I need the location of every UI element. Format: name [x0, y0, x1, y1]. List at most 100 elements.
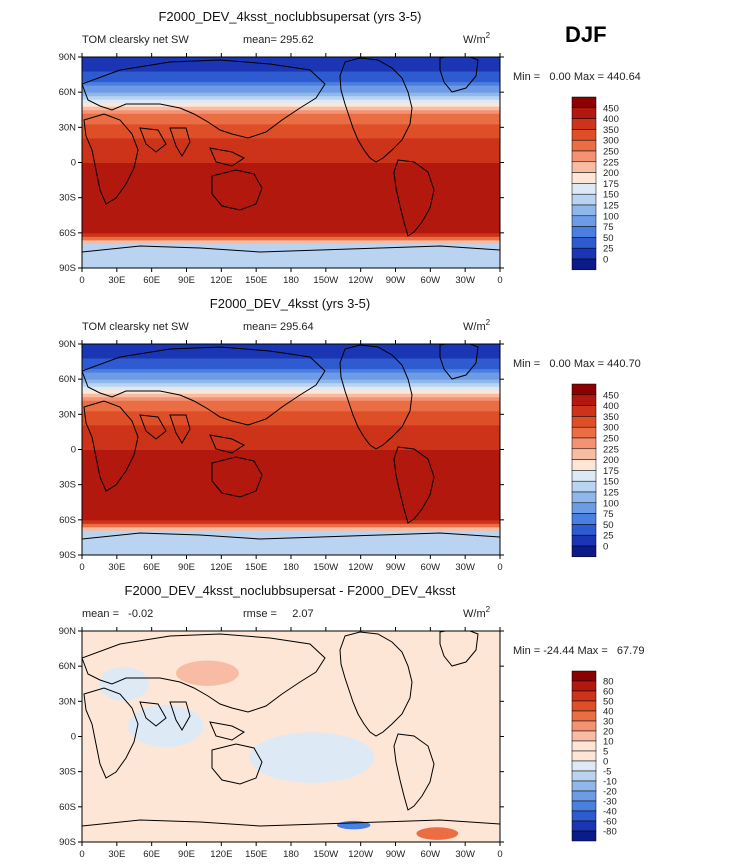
anomaly-patch — [249, 732, 375, 783]
lat-band — [82, 491, 500, 496]
lat-band — [82, 445, 500, 450]
lat-band — [82, 540, 500, 545]
panel-1-units: W/m2 — [463, 31, 491, 46]
lat-band — [82, 123, 500, 128]
lat-band — [82, 204, 500, 209]
ytick-label: 30S — [59, 193, 76, 204]
lat-band — [82, 144, 500, 149]
lat-band — [82, 113, 500, 118]
colorbar-level-label: 450 — [603, 390, 619, 401]
lat-band — [82, 197, 500, 202]
lat-band — [82, 218, 500, 223]
colorbar-level-label: 50 — [603, 697, 614, 708]
colorbar-swatch — [571, 700, 597, 712]
colorbar-level-label: 175 — [603, 466, 619, 477]
colorbar-level-label: 100 — [603, 211, 619, 222]
xtick-label: 60E — [143, 275, 160, 286]
ytick-label: 60S — [59, 802, 76, 813]
xtick-label: 0 — [79, 849, 84, 860]
panel-1-units-exp: 2 — [486, 31, 491, 40]
ytick-label: 0 — [71, 732, 76, 743]
lat-band — [82, 183, 500, 188]
lat-band — [82, 488, 500, 493]
lat-band — [82, 137, 500, 142]
colorbar-swatch — [571, 740, 597, 752]
colorbar-swatch — [571, 502, 597, 514]
lat-band — [82, 130, 500, 135]
lat-band — [82, 351, 500, 356]
ytick-label: 30N — [59, 122, 77, 133]
panel-2-title: F2000_DEV_4ksst (yrs 3-5) — [210, 296, 370, 311]
lat-band — [82, 477, 500, 482]
xtick-label: 90W — [386, 849, 406, 860]
colorbar-level-label: 40 — [603, 707, 614, 718]
colorbar-swatch — [571, 448, 597, 460]
lat-band — [82, 246, 500, 251]
colorbar-level-label: -10 — [603, 777, 617, 788]
lat-band — [82, 361, 500, 366]
lat-band — [82, 264, 500, 268]
colorbar-swatch — [571, 437, 597, 450]
lat-band — [82, 403, 500, 408]
colorbar-swatch — [571, 730, 597, 742]
lat-band — [82, 243, 500, 248]
colorbar-level-label: 450 — [603, 103, 619, 114]
lat-band — [82, 421, 500, 426]
xtick-label: 90W — [386, 275, 406, 286]
ytick-label: 60N — [59, 374, 77, 385]
ytick-label: 90S — [59, 550, 76, 561]
xtick-label: 60W — [421, 849, 441, 860]
season-label: DJF — [565, 22, 607, 47]
colorbar-swatch — [571, 172, 597, 184]
panel-2-units-exp: 2 — [486, 318, 491, 327]
xtick-label: 0 — [497, 849, 502, 860]
lat-band — [82, 428, 500, 433]
lat-band — [82, 530, 500, 535]
xtick-label: 180 — [283, 562, 299, 573]
panel-1-units-base: W/m — [463, 34, 486, 46]
ytick-label: 90N — [59, 626, 77, 637]
panel-2-minmax: Min = 0.00 Max = 440.70 — [513, 358, 641, 370]
lat-band — [82, 162, 500, 167]
lat-band — [82, 141, 500, 146]
lat-band — [82, 155, 500, 160]
lat-band — [82, 495, 500, 500]
panel-3-units-base: W/m — [463, 608, 486, 620]
colorbar-level-label: 400 — [603, 114, 619, 125]
lat-band — [82, 435, 500, 440]
panel-2: F2000_DEV_4ksst (yrs 3-5) TOM clearsky n… — [59, 296, 641, 573]
panel-3-rmse: rmse = 2.07 — [243, 608, 314, 620]
panel-3-units: W/m2 — [463, 605, 491, 620]
colorbar-level-label: 30 — [603, 717, 614, 728]
colorbar-swatch — [571, 183, 597, 195]
lat-band — [82, 71, 500, 76]
lat-band — [82, 60, 500, 65]
lat-band — [82, 173, 500, 178]
colorbar-swatch — [571, 96, 597, 109]
colorbar-swatch — [571, 237, 597, 249]
colorbar-level-label: 150 — [603, 190, 619, 201]
colorbar-swatch — [571, 247, 597, 260]
xtick-label: 90W — [386, 562, 406, 573]
xtick-label: 90E — [178, 562, 195, 573]
lat-band — [82, 106, 500, 111]
lat-band — [82, 208, 500, 213]
lat-band — [82, 544, 500, 549]
panel-2-variable-label: TOM clearsky net SW — [82, 321, 189, 333]
lat-band — [82, 519, 500, 524]
panel-1-minmax: Min = 0.00 Max = 440.64 — [513, 71, 641, 83]
lat-band — [82, 386, 500, 391]
colorbar-swatch — [571, 394, 597, 406]
colorbar-swatch — [571, 107, 597, 119]
lat-band — [82, 158, 500, 163]
lat-band — [82, 78, 500, 83]
lat-band — [82, 257, 500, 262]
lat-band — [82, 498, 500, 503]
colorbar-level-label: 10 — [603, 737, 614, 748]
colorbar-level-label: 125 — [603, 201, 619, 212]
lat-band — [82, 127, 500, 132]
colorbar-swatch — [571, 118, 597, 130]
lat-band — [82, 449, 500, 454]
xtick-label: 90E — [178, 849, 195, 860]
lat-band — [82, 102, 500, 107]
